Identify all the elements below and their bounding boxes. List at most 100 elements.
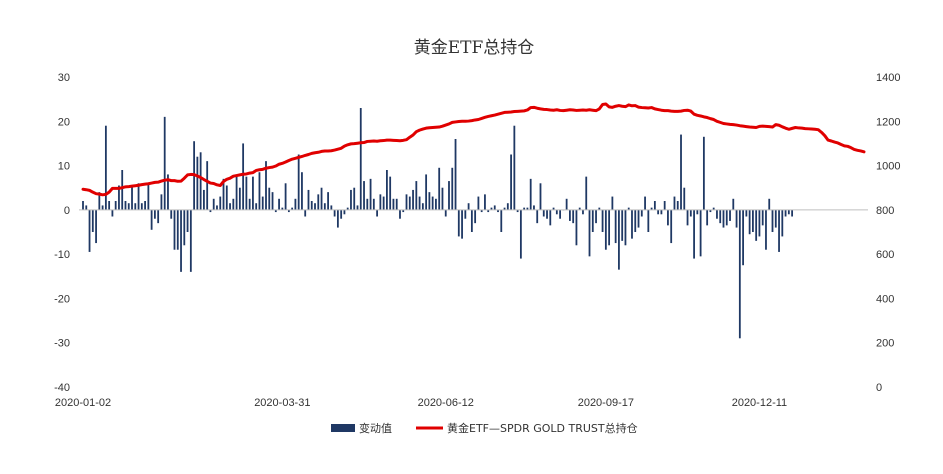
change-bar — [343, 209, 346, 215]
change-bar — [683, 187, 686, 210]
change-bar — [474, 209, 477, 224]
change-bar — [395, 198, 398, 210]
change-bar — [173, 209, 176, 250]
change-bar — [114, 201, 117, 210]
change-bar — [487, 209, 490, 213]
change-bar — [774, 209, 777, 228]
change-bar — [131, 185, 133, 210]
right-tick-label: 800 — [876, 205, 894, 217]
change-bar — [121, 170, 124, 210]
change-bar — [745, 209, 748, 217]
change-bar — [147, 183, 150, 210]
change-bar — [614, 209, 617, 244]
change-bar — [425, 174, 428, 210]
change-bar — [216, 205, 218, 210]
left-axis-ticks: 30 20 10 0 -10 -20 -30 -40 — [54, 72, 70, 394]
change-bar — [706, 209, 709, 226]
change-bar — [510, 154, 512, 210]
change-bar — [451, 167, 454, 210]
change-bar — [742, 209, 744, 266]
change-bar — [709, 209, 712, 213]
change-value-bars — [82, 108, 794, 339]
change-bar — [268, 187, 271, 210]
change-bar — [242, 143, 245, 210]
change-bar — [340, 209, 343, 219]
change-bar — [781, 209, 784, 237]
right-tick-label: 1400 — [876, 72, 900, 84]
change-bar — [667, 209, 669, 226]
x-tick-label: 2020-06-12 — [418, 397, 474, 409]
change-bar — [82, 201, 84, 210]
left-tick-label: -10 — [54, 249, 70, 261]
change-bar — [441, 187, 444, 210]
change-bar — [598, 207, 601, 210]
change-bar — [386, 170, 388, 210]
legend-line-label: 黄金ETF—SPDR GOLD TRUST总持仓 — [447, 421, 638, 435]
change-bar — [657, 209, 660, 215]
right-tick-label: 600 — [876, 249, 894, 261]
change-bar — [604, 209, 607, 250]
change-bar — [366, 198, 369, 210]
change-bar — [209, 209, 212, 213]
change-bar — [702, 136, 705, 210]
change-bar — [765, 209, 767, 250]
change-bar — [265, 161, 267, 210]
change-bar — [761, 209, 764, 226]
change-bar — [686, 209, 689, 226]
change-bar — [725, 209, 728, 226]
change-bar — [500, 209, 503, 232]
change-bar — [91, 209, 94, 232]
change-bar — [529, 178, 532, 210]
change-bar — [372, 198, 375, 210]
change-bar — [719, 209, 722, 224]
change-bar — [546, 209, 548, 219]
change-bar — [118, 185, 120, 210]
change-bar — [225, 185, 228, 210]
change-bar — [153, 209, 156, 219]
change-bar — [542, 209, 545, 217]
change-bar — [304, 209, 307, 217]
change-bar — [101, 205, 104, 210]
right-tick-label: 1000 — [876, 161, 900, 173]
change-bar — [421, 203, 424, 210]
change-bar — [219, 196, 222, 210]
change-bar — [284, 183, 287, 210]
change-bar — [95, 209, 97, 244]
left-tick-label: -20 — [54, 293, 70, 305]
change-bar — [722, 209, 725, 228]
change-bar — [291, 207, 294, 210]
x-tick-label: 2020-03-31 — [254, 397, 310, 409]
change-bar — [791, 209, 794, 217]
change-bar — [650, 207, 653, 210]
change-bar — [310, 201, 313, 210]
change-bar — [565, 198, 568, 210]
change-bar — [575, 209, 578, 246]
change-bar — [222, 178, 225, 210]
change-bar — [376, 209, 378, 217]
change-bar — [716, 209, 718, 219]
change-bar — [196, 156, 199, 210]
change-bar — [755, 209, 758, 241]
change-bar — [435, 198, 437, 210]
change-bar — [653, 201, 656, 210]
right-tick-label: 400 — [876, 293, 894, 305]
change-bar — [693, 209, 695, 259]
change-bar — [601, 209, 604, 232]
change-bar — [297, 154, 300, 210]
change-bar — [484, 194, 486, 210]
change-bar — [588, 209, 591, 257]
change-bar — [595, 209, 597, 224]
change-bar — [572, 209, 575, 224]
change-bar — [108, 201, 111, 210]
change-bar — [206, 161, 209, 210]
change-bar — [261, 196, 264, 210]
change-bar — [591, 209, 594, 232]
change-bar — [85, 205, 88, 210]
change-bar — [317, 194, 320, 210]
change-bar — [170, 209, 173, 219]
change-bar — [627, 207, 630, 210]
change-bar — [294, 198, 297, 210]
left-tick-label: 0 — [64, 205, 70, 217]
change-bar — [382, 196, 385, 210]
change-bar — [212, 198, 215, 210]
